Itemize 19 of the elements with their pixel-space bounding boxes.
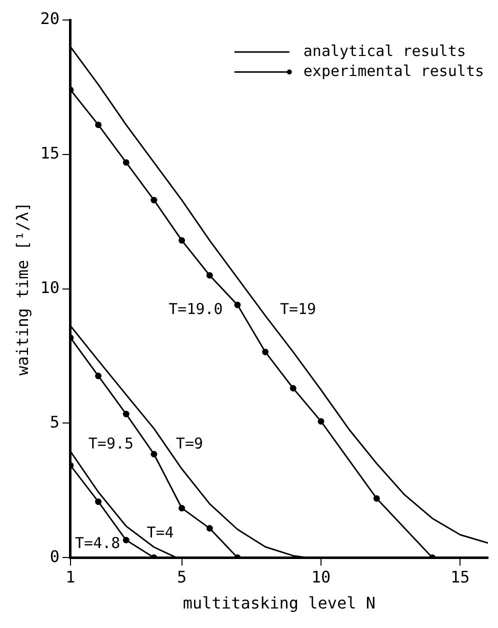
x-axis-title: multitasking level N	[182, 594, 376, 613]
x-tick-label: 10	[311, 567, 331, 586]
annotation: T=9	[176, 434, 204, 453]
annotation: T=4.8	[75, 534, 120, 552]
y-tick-label: 5	[50, 412, 60, 432]
annotation: T=9.5	[88, 434, 134, 453]
annotation: T=19.0	[168, 300, 223, 318]
y-tick-label: 10	[40, 278, 60, 297]
annotation: T=19	[280, 300, 316, 318]
x-tick-label: 5	[176, 567, 187, 586]
y-tick-label: 20	[40, 9, 60, 28]
legend-label: analytical results	[303, 42, 466, 60]
x-tick-label: 15	[450, 567, 470, 586]
y-axis-title: waiting time [¹/λ]	[12, 202, 32, 376]
y-tick-label: 0	[50, 546, 60, 566]
x-tick-label: 1	[66, 567, 76, 586]
annotation: T=4	[146, 523, 174, 542]
y-tick-label: 15	[40, 144, 60, 163]
legend-label: experimental results	[303, 62, 484, 80]
